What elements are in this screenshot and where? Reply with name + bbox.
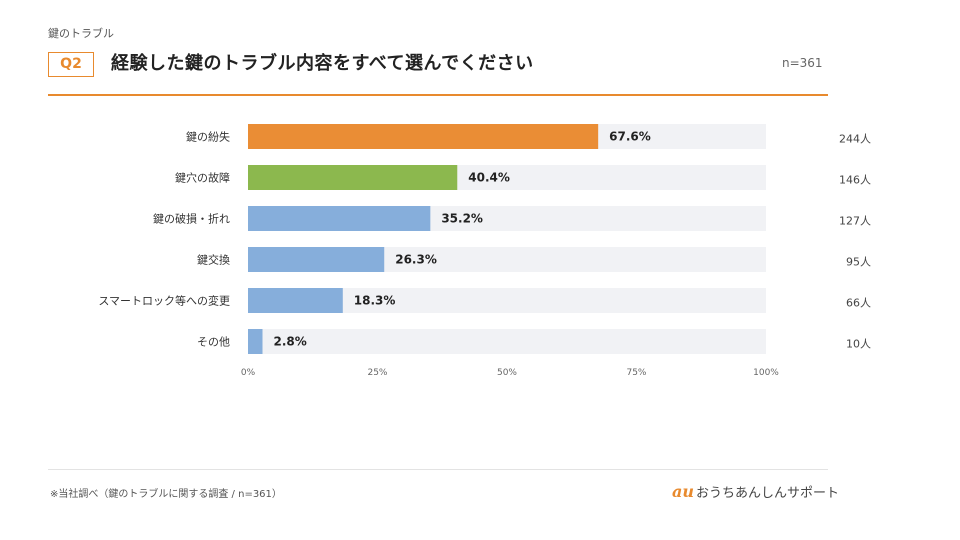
count-label: 244人 [839,133,871,146]
x-tick-label: 100% [753,368,779,378]
source-footnote: ※当社調べ（鍵のトラブルに関する調査 / n=361） [50,489,282,500]
bar [248,288,343,313]
count-label: 10人 [846,338,871,351]
data-label: 18.3% [354,294,396,308]
question-number-badge: Q2 [48,52,94,77]
x-tick-label: 75% [626,368,646,378]
x-tick-label: 0% [241,368,256,378]
data-label: 26.3% [395,253,437,267]
footer-divider [48,469,828,470]
category-label: スマートロック等への変更 [98,294,230,308]
header-divider [48,94,828,96]
data-label: 35.2% [441,212,483,226]
data-label: 2.8% [274,335,307,349]
category-label: 鍵のトラブル [48,27,114,40]
count-label: 146人 [839,174,871,187]
category-label: 鍵交換 [197,253,230,267]
category-label: 鍵の紛失 [186,130,230,144]
data-label: 40.4% [468,171,510,185]
brand-mark: au [672,482,694,501]
bar [248,165,458,190]
category-label: その他 [197,336,230,349]
brand-name: おうちあんしんサポート [696,486,840,501]
x-tick-label: 50% [497,368,517,378]
count-label: 95人 [846,256,871,269]
bar [248,329,263,354]
bar [248,124,599,149]
category-label: 鍵の破損・折れ [153,212,230,226]
sample-size: n=361 [782,56,823,70]
count-label: 66人 [846,297,871,310]
bar [248,206,431,231]
data-label: 67.6% [609,130,651,144]
brand-logo: au おうちあんしんサポート [672,482,839,501]
count-label: 127人 [839,215,871,228]
bar-track [248,329,766,354]
category-label: 鍵穴の故障 [175,171,230,185]
question-title: 経験した鍵のトラブル内容をすべて選んでください [111,53,534,74]
x-tick-label: 25% [367,368,387,378]
bar [248,247,385,272]
